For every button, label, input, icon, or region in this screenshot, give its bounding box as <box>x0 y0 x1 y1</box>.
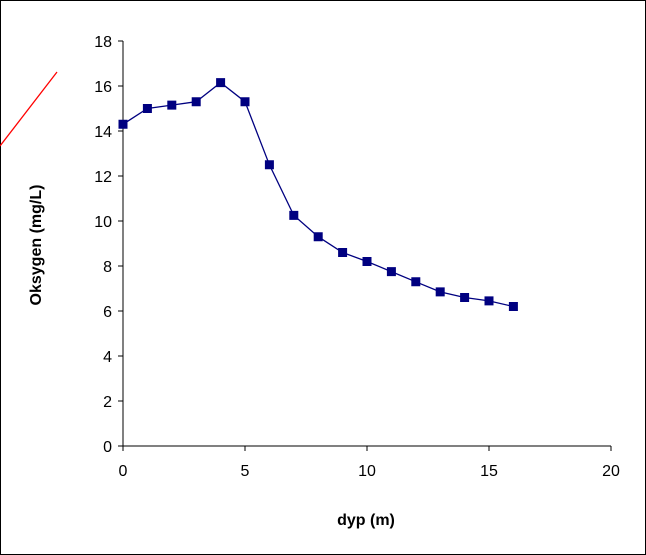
data-point-marker <box>508 302 518 311</box>
y-tick-label: 18 <box>94 34 112 51</box>
x-axis-title: dyp (m) <box>337 512 395 529</box>
x-tick-label: 0 <box>119 463 128 480</box>
y-tick-label: 14 <box>94 124 112 141</box>
x-tick-label: 20 <box>602 463 620 480</box>
data-point-marker <box>142 104 152 113</box>
data-point-marker <box>386 267 396 277</box>
y-axis: 0 2 4 6 8 10 12 14 16 18 <box>94 34 124 456</box>
y-tick-label: 16 <box>94 79 112 96</box>
y-axis-title: Oksygen (mg/L) <box>28 185 45 306</box>
data-point-marker <box>411 277 421 287</box>
series-layer <box>118 78 518 311</box>
data-point-marker <box>484 296 494 306</box>
y-tick-label: 12 <box>94 169 112 186</box>
y-tick-label: 10 <box>94 214 112 231</box>
y-tick-label: 4 <box>103 349 112 366</box>
x-tick-label: 5 <box>241 463 250 480</box>
y-tick-label: 6 <box>103 304 112 321</box>
data-point-marker <box>216 78 226 88</box>
data-point-marker <box>313 232 323 242</box>
data-point-marker <box>191 97 201 107</box>
data-point-marker <box>118 119 128 129</box>
data-point-marker <box>362 257 372 266</box>
y-tick-label: 8 <box>103 259 112 276</box>
data-point-marker <box>264 160 274 170</box>
x-tick-label: 10 <box>358 463 376 480</box>
data-point-marker <box>338 248 348 257</box>
y-tick-label: 2 <box>103 394 112 411</box>
red-annotation-line <box>0 71 58 147</box>
data-point-marker <box>289 210 299 220</box>
data-point-marker <box>167 100 177 110</box>
x-tick-label: 15 <box>480 463 498 480</box>
data-point-marker <box>460 293 470 302</box>
x-axis: 0 5 10 15 20 <box>119 445 620 480</box>
data-point-marker <box>435 287 445 297</box>
data-point-marker <box>240 97 250 107</box>
y-tick-label: 0 <box>103 439 112 456</box>
